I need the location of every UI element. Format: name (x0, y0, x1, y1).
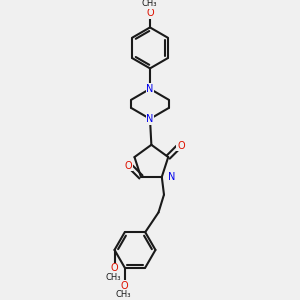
Text: O: O (121, 281, 129, 291)
Text: N: N (146, 114, 154, 124)
Text: O: O (177, 141, 185, 151)
Text: N: N (146, 84, 154, 94)
Text: CH₃: CH₃ (105, 273, 121, 282)
Text: O: O (124, 160, 132, 170)
Text: O: O (111, 263, 118, 274)
Text: N: N (168, 172, 175, 182)
Text: CH₃: CH₃ (142, 0, 157, 8)
Text: CH₃: CH₃ (116, 290, 131, 299)
Text: O: O (146, 8, 154, 18)
